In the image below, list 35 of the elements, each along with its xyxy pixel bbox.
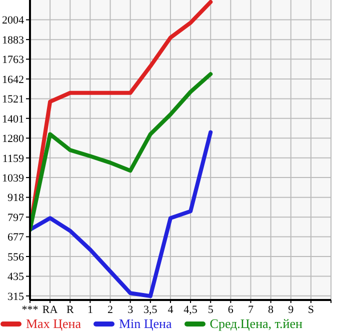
x-tick-label: 7 — [248, 304, 254, 316]
y-tick-label: 435 — [8, 271, 24, 284]
y-tick-label: 2004 — [2, 14, 24, 27]
x-tick-label: 1 — [87, 304, 93, 316]
y-tick-label: 1763 — [2, 54, 24, 66]
x-tick-label: 3 — [128, 304, 134, 316]
x-tick-label: 9 — [288, 304, 294, 316]
legend-label: Сред.Цена, т.йен — [210, 316, 302, 332]
y-tick-label: 1159 — [2, 152, 24, 165]
x-tick-label: 5 — [208, 304, 214, 316]
y-tick-label: 1280 — [2, 133, 24, 146]
x-tick-label: 4,5 — [184, 304, 198, 316]
y-tick-label: 1039 — [2, 172, 24, 184]
line-series — [30, 72, 213, 232]
y-tick-label: 677 — [8, 232, 24, 244]
x-tick-label: 4 — [168, 304, 174, 316]
legend-label: Min Цена — [118, 316, 172, 332]
x-tick-label: 8 — [268, 304, 274, 316]
x-tick-label: RA — [42, 304, 58, 316]
x-tick-label: 6 — [228, 304, 234, 316]
y-tick-label: 1401 — [2, 113, 24, 126]
x-tick-label: *** — [22, 304, 38, 316]
y-tick-label: 315 — [8, 290, 24, 303]
x-tick-label: 2 — [108, 304, 114, 316]
y-tick-label: 797 — [8, 212, 24, 224]
y-tick-label: 1521 — [2, 94, 24, 106]
legend-label: Max Цена — [26, 316, 81, 332]
y-tick-label: 1883 — [2, 34, 24, 46]
y-tick-label: 556 — [8, 251, 24, 264]
line-series — [30, 130, 213, 298]
x-tick-label: 3,5 — [144, 304, 158, 316]
x-tick-label: R — [66, 304, 74, 316]
y-tick-label: 1642 — [2, 74, 24, 86]
x-tick-label: S — [308, 304, 314, 316]
y-tick-label: 918 — [8, 192, 24, 204]
